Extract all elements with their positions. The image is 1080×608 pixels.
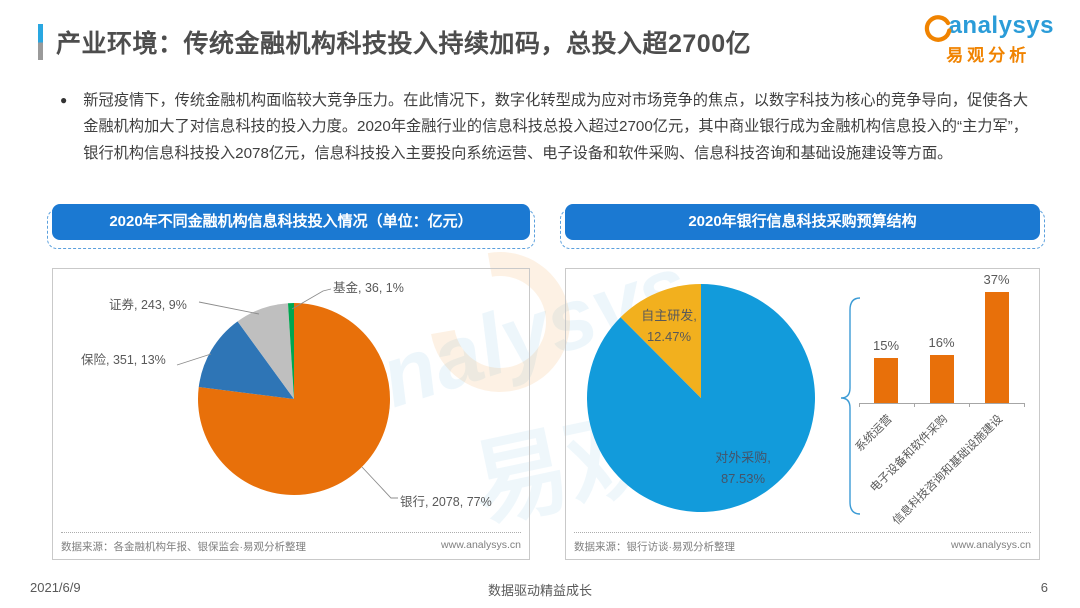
axis-tick [1024,403,1025,407]
summary-text: 新冠疫情下，传统金融机构面临较大竞争压力。在此情况下，数字化转型成为应对市场竞争… [83,92,1028,162]
axis-tick [914,403,915,407]
bullet-marker: ● [60,93,68,107]
pie-label-securities: 证券, 243, 9% [109,298,187,312]
bar-信息科技咨询和基础设施建设 [984,292,1009,403]
bar-电子设备和软件采购 [929,355,954,403]
external-label-line2: 87.53% [720,471,766,486]
right-website-text: www.analysys.cn [951,539,1031,551]
left-chart-header: 2020年不同金融机构信息科技投入情况（单位：亿元） [47,204,535,249]
pie-slice-自主研发 [620,284,701,398]
right-pill-title: 2020年银行信息科技采购预算结构 [565,204,1040,240]
left-source-text: 数据来源：各金融机构年报、银保监会·易观分析整理 [61,541,306,553]
page-title: 产业环境：传统金融机构科技投入持续加码，总投入超2700亿 [56,30,752,58]
external-label-line1: 对外采购, [715,450,771,465]
logo-swirl-icon [924,15,951,42]
footer: 2021/6/9 数据驱动精益成长 6 [0,580,1080,600]
title-row: 产业环境：传统金融机构科技投入持续加码，总投入超2700亿 [38,24,751,60]
left-pill-title: 2020年不同金融机构信息科技投入情况（单位：亿元） [52,204,530,240]
pie-label-external: 对外采购, 87.53% [698,447,788,489]
inhouse-label-line2: 12.47% [646,329,692,344]
footer-page-number: 6 [1040,580,1048,595]
inhouse-label-line1: 自主研发, [641,308,697,323]
pie-slice-银行 [198,303,391,495]
leader-line-fund [291,288,332,310]
pie-label-inhouse: 自主研发, 12.47% [619,305,719,347]
curly-brace [840,297,861,515]
title-accent-bar [38,24,43,60]
logo-wordmark: analysys [923,10,1054,42]
pie-label-fund: 基金, 36, 1% [333,281,404,295]
chart-panel-right: 自主研发, 12.47% 对外采购, 87.53% 15% 16% 37% 数据来源… [565,268,1040,560]
left-website-text: www.analysys.cn [441,539,521,551]
right-source-text: 数据来源：银行访谈·易观分析整理 [574,541,735,553]
pie-label-insurance: 保险, 351, 13% [81,353,166,367]
pie-slice-对外采购 [587,284,816,512]
pie-slice-保险 [198,321,294,399]
pie-slice-证券 [237,303,294,399]
summary-block: ● 新冠疫情下，传统金融机构面临较大竞争压力。在此情况下，数字化转型成为应对市场… [60,88,1028,167]
right-chart-header: 2020年银行信息科技采购预算结构 [560,204,1045,249]
axis-tick [969,403,970,407]
pie-slice-基金 [287,303,294,399]
logo-brand-en: analysys [948,12,1054,39]
footer-date: 2021/6/9 [30,580,81,595]
logo-brand-cn: 易观分析 [946,46,1031,65]
leader-line-bank [361,466,398,499]
analysys-logo: analysys 易观分析 [923,10,1054,66]
right-source-row: 数据来源：银行访谈·易观分析整理 www.analysys.cn [574,532,1031,554]
bar-value-label: 15% [872,338,900,353]
bar-value-label: 16% [928,335,955,350]
left-source-row: 数据来源：各金融机构年报、银保监会·易观分析整理 www.analysys.cn [61,532,521,554]
bar-value-label: 37% [983,272,1010,287]
institutions-pie-chart [176,288,398,499]
leader-line-securities [198,301,260,315]
footer-slogan: 数据驱动精益成长 [487,583,592,598]
procurement-pie-chart [587,284,861,515]
leader-line-insurance [176,353,212,366]
pie-label-bank: 银行, 2078, 77% [400,495,492,509]
chart-panel-left: 基金, 36, 1% 证券, 243, 9% 保险, 351, 13% 银行, … [52,268,530,560]
bar-系统运营 [874,358,898,403]
axis-tick [859,403,860,407]
procurement-bar-chart: 15% 16% 37% [859,269,1025,407]
